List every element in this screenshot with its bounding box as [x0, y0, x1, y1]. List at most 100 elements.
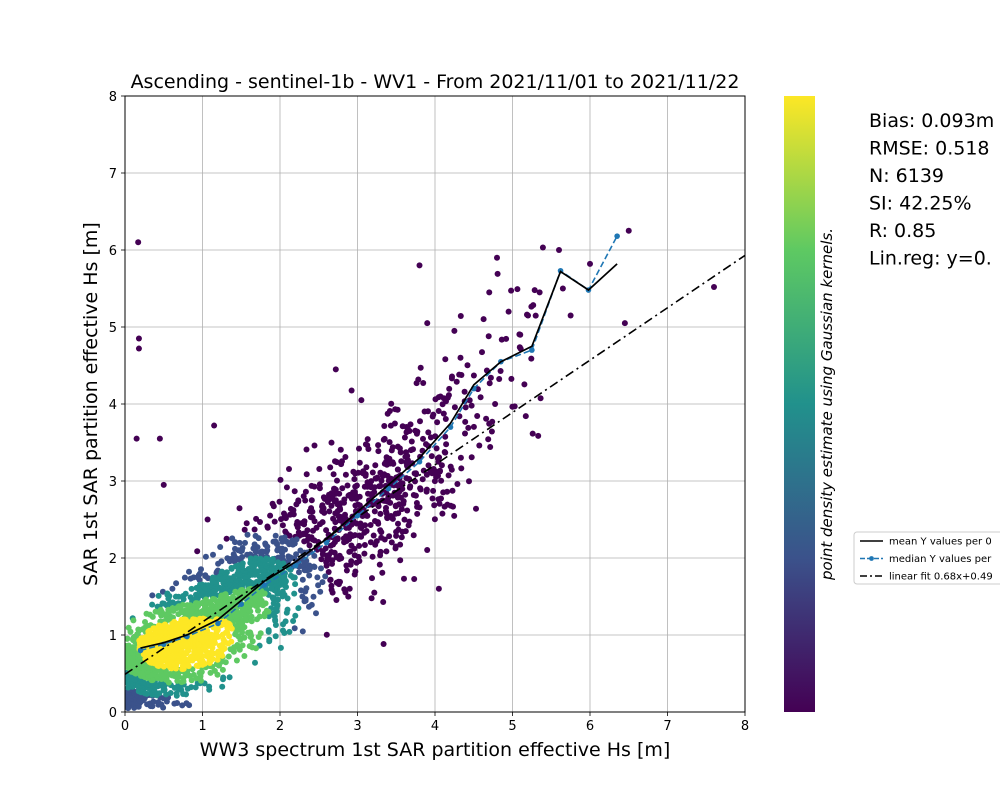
scatter-point: [217, 544, 224, 550]
median-marker: [323, 539, 330, 546]
scatter-point: [311, 442, 318, 449]
scatter-point: [404, 463, 411, 470]
y-tick-label: 1: [109, 629, 117, 644]
scatter-point: [485, 436, 492, 443]
scatter-point: [383, 548, 390, 555]
median-marker: [529, 347, 535, 353]
scatter-point: [376, 483, 383, 490]
stats-box: Bias: 0.093m RMSE: 0.518 N: 6139 SI: 42.25%…: [869, 110, 994, 270]
scatter-point: [451, 512, 458, 519]
scatter-point: [436, 500, 443, 507]
scatter-point: [372, 475, 379, 482]
scatter-point: [351, 571, 358, 578]
scatter-point: [449, 487, 456, 494]
scatter-point: [333, 554, 340, 561]
scatter-point: [327, 542, 334, 549]
scatter-point: [417, 364, 424, 371]
scatter-point: [487, 374, 494, 381]
scatter-point: [346, 585, 353, 592]
scatter-point: [356, 445, 362, 452]
median-marker: [354, 512, 361, 519]
scatter-point: [428, 453, 435, 460]
scatter-point: [311, 518, 318, 525]
scatter-point: [165, 595, 172, 602]
scatter-point: [356, 532, 363, 539]
scatter-point: [244, 531, 251, 538]
scatter-point: [407, 447, 414, 454]
scatter-point: [470, 423, 477, 430]
scatter-point: [403, 429, 410, 436]
scatter-point: [468, 454, 475, 461]
scatter-point: [149, 592, 156, 599]
scatter-point: [390, 482, 397, 489]
scatter-point: [343, 562, 350, 569]
scatter-point: [246, 643, 253, 650]
scatter-point: [215, 648, 222, 655]
scatter-point: [441, 503, 448, 510]
scatter-point: [468, 402, 475, 409]
scatter-point: [167, 690, 174, 696]
scatter-point: [435, 408, 442, 414]
scatter-point: [497, 368, 504, 374]
scatter-point: [175, 593, 182, 600]
scatter-point: [424, 320, 431, 327]
scatter-point: [252, 548, 259, 555]
scatter-point: [376, 561, 383, 568]
scatter-point: [325, 569, 332, 575]
scatter-point: [280, 627, 286, 634]
scatter-point: [331, 485, 337, 492]
scatter-point: [332, 519, 339, 526]
scatter-point: [486, 380, 493, 387]
scatter-point: [352, 483, 359, 490]
scatter-point: [196, 576, 203, 583]
scatter-point: [204, 516, 211, 523]
scatter-point: [198, 677, 204, 684]
scatter-point: [358, 397, 365, 404]
scatter-point: [277, 476, 284, 483]
scatter-point: [286, 628, 293, 635]
scatter-point: [362, 441, 369, 448]
scatter-point: [314, 574, 321, 581]
chart-title: Ascending - sentinel-1b - WV1 - From 202…: [131, 71, 740, 93]
scatter-point: [265, 627, 272, 634]
scatter-point: [346, 548, 353, 555]
scatter-point: [252, 659, 258, 666]
scatter-point: [237, 548, 244, 555]
scatter-point: [398, 506, 405, 513]
x-axis-label: WW3 spectrum 1st SAR partition effective…: [200, 739, 671, 761]
y-tick-label: 3: [109, 475, 117, 490]
scatter-point: [416, 262, 423, 269]
scatter-point: [380, 436, 387, 443]
scatter-point: [317, 588, 324, 595]
scatter-point: [424, 547, 431, 553]
scatter-point: [411, 470, 418, 477]
scatter-point: [231, 558, 238, 565]
scatter-points: [125, 227, 717, 712]
scatter-point: [368, 595, 375, 602]
legend-marker: [869, 556, 874, 561]
scatter-point: [291, 625, 298, 632]
scatter-point: [302, 497, 309, 504]
scatter-point: [150, 698, 157, 705]
scatter-point: [352, 470, 359, 477]
scatter-point: [457, 313, 464, 319]
scatter-point: [525, 312, 531, 319]
scatter-point: [537, 395, 544, 402]
scatter-point: [442, 449, 449, 456]
scatter-point: [388, 400, 395, 407]
scatter-point: [466, 397, 473, 404]
scatter-point: [271, 518, 278, 525]
scatter-point: [440, 410, 447, 417]
scatter-point: [283, 609, 290, 616]
colorbar: [784, 96, 815, 712]
scatter-point: [431, 478, 438, 485]
scatter-point: [149, 601, 156, 608]
scatter-point: [406, 484, 413, 491]
scatter-point: [338, 461, 345, 468]
scatter-point: [310, 563, 317, 570]
scatter-point: [175, 611, 182, 618]
scatter-point: [378, 477, 385, 484]
scatter-point: [205, 575, 211, 582]
scatter-point: [492, 401, 499, 407]
